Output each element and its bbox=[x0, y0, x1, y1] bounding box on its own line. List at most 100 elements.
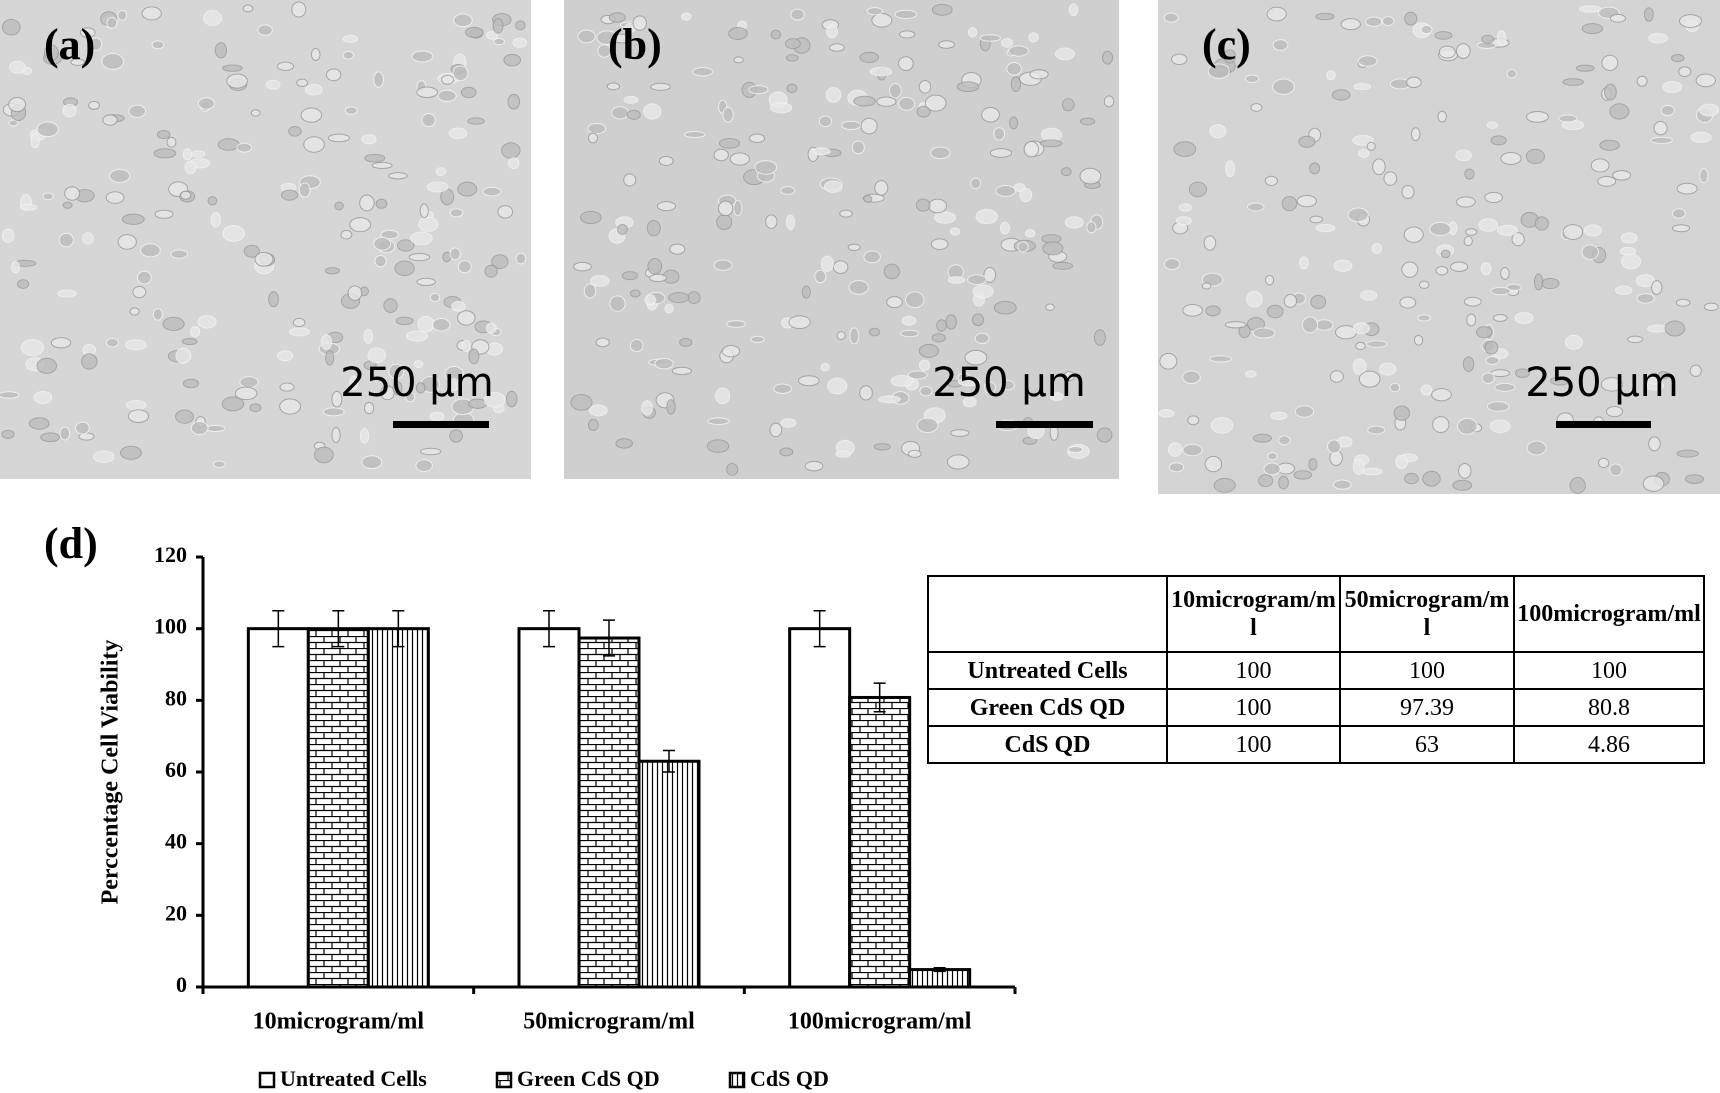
cell-texture bbox=[1064, 216, 1084, 229]
cell-texture bbox=[1526, 440, 1547, 456]
cell-texture bbox=[395, 316, 414, 326]
cell-texture bbox=[1684, 474, 1705, 484]
cell-texture bbox=[1168, 462, 1185, 473]
cell-texture bbox=[1086, 221, 1097, 234]
cell-texture bbox=[36, 121, 59, 138]
cell-texture bbox=[956, 81, 980, 93]
cell-texture bbox=[666, 399, 676, 415]
cell-texture bbox=[1225, 160, 1236, 178]
cell-texture bbox=[79, 27, 96, 38]
cell-texture bbox=[769, 422, 783, 438]
cell-texture bbox=[1272, 39, 1289, 51]
cell-texture bbox=[888, 82, 902, 99]
cell-texture bbox=[217, 138, 240, 151]
cell-texture bbox=[823, 180, 843, 193]
error-bar bbox=[813, 610, 826, 648]
cell-texture bbox=[58, 232, 74, 248]
cell-texture bbox=[141, 6, 162, 21]
cell-texture bbox=[1480, 262, 1492, 276]
cell-texture bbox=[1581, 244, 1599, 260]
cell-texture bbox=[310, 47, 321, 61]
error-bar bbox=[392, 610, 405, 648]
cell-texture bbox=[938, 40, 955, 49]
error-bar bbox=[873, 682, 886, 713]
bar bbox=[517, 627, 581, 989]
cell-texture bbox=[979, 34, 1002, 42]
cell-texture bbox=[1478, 218, 1499, 232]
cell-texture bbox=[713, 148, 729, 162]
cell-texture bbox=[59, 426, 71, 441]
cell-texture bbox=[175, 409, 194, 424]
cell-texture bbox=[1006, 62, 1022, 76]
cell-texture bbox=[1614, 285, 1633, 295]
cell-texture bbox=[1401, 261, 1419, 278]
cell-texture bbox=[1383, 171, 1398, 186]
cell-texture bbox=[1647, 324, 1668, 333]
cell-texture bbox=[437, 89, 457, 102]
cell-texture bbox=[718, 137, 741, 149]
cell-texture bbox=[426, 181, 449, 193]
cell-texture bbox=[1678, 14, 1702, 28]
cell-texture bbox=[707, 417, 730, 425]
cell-texture bbox=[916, 105, 931, 118]
cell-texture bbox=[801, 285, 811, 299]
cell-texture bbox=[181, 337, 198, 346]
cell-texture bbox=[671, 366, 693, 376]
cell-texture bbox=[1599, 139, 1620, 151]
cell-texture bbox=[1533, 273, 1544, 291]
cell-texture bbox=[449, 247, 461, 261]
cell-texture bbox=[1486, 401, 1510, 412]
cell-texture bbox=[236, 142, 253, 153]
cell-texture bbox=[140, 243, 161, 258]
x-tick-label: 10microgram/ml bbox=[253, 1009, 425, 1035]
cell-texture bbox=[1670, 53, 1685, 63]
cell-texture bbox=[869, 327, 881, 337]
cell-texture bbox=[1494, 382, 1516, 392]
cell-texture bbox=[587, 132, 598, 144]
cell-texture bbox=[1024, 229, 1036, 238]
cell-texture bbox=[587, 122, 607, 135]
cell-texture bbox=[643, 103, 662, 120]
cell-texture bbox=[1496, 30, 1507, 47]
cell-texture bbox=[1210, 416, 1234, 434]
y-tick-label: 120 bbox=[154, 542, 187, 567]
cell-texture bbox=[999, 221, 1011, 235]
cell-texture bbox=[1352, 358, 1367, 375]
cell-texture bbox=[331, 390, 343, 408]
scale-bar bbox=[1556, 421, 1651, 428]
panel-label: (b) bbox=[608, 20, 662, 69]
bar bbox=[788, 627, 852, 989]
cell-texture bbox=[175, 347, 192, 364]
cell-texture bbox=[611, 106, 629, 120]
cell-texture bbox=[907, 449, 922, 458]
cell-texture bbox=[1264, 274, 1275, 286]
cell: 100 bbox=[1166, 688, 1341, 727]
cell-texture bbox=[1676, 182, 1698, 195]
cell-texture bbox=[729, 152, 750, 166]
cell-texture bbox=[1605, 405, 1624, 418]
cell-texture bbox=[1434, 31, 1453, 40]
cell-texture bbox=[1399, 296, 1417, 309]
error-bar bbox=[543, 610, 555, 648]
cell-texture bbox=[726, 462, 739, 476]
cell-texture bbox=[626, 109, 641, 120]
cell-texture bbox=[222, 225, 245, 242]
cell-texture bbox=[1022, 436, 1038, 445]
cell-texture bbox=[859, 385, 873, 401]
cell-texture bbox=[654, 357, 674, 370]
cell-texture bbox=[484, 392, 506, 408]
cell-texture bbox=[1481, 372, 1495, 384]
cell-texture bbox=[894, 9, 918, 19]
cell-texture bbox=[347, 285, 363, 301]
cell-texture bbox=[1246, 290, 1263, 308]
cell-texture bbox=[170, 249, 189, 259]
cell-texture bbox=[1569, 477, 1586, 494]
cell-texture bbox=[151, 40, 165, 50]
cell-texture bbox=[972, 313, 985, 327]
cell-texture bbox=[10, 261, 20, 274]
cell-texture bbox=[0, 391, 20, 399]
bar bbox=[848, 695, 912, 989]
cell-texture bbox=[1465, 228, 1478, 236]
cell-texture bbox=[342, 50, 355, 60]
cell-texture bbox=[883, 263, 900, 280]
